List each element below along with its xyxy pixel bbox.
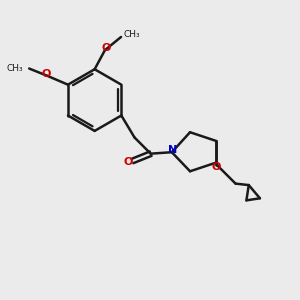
Text: CH₃: CH₃ [123, 30, 140, 39]
Text: N: N [168, 146, 177, 155]
Text: O: O [41, 68, 51, 79]
Text: CH₃: CH₃ [6, 64, 23, 73]
Text: O: O [212, 163, 221, 172]
Text: O: O [124, 157, 133, 166]
Text: O: O [101, 43, 111, 53]
